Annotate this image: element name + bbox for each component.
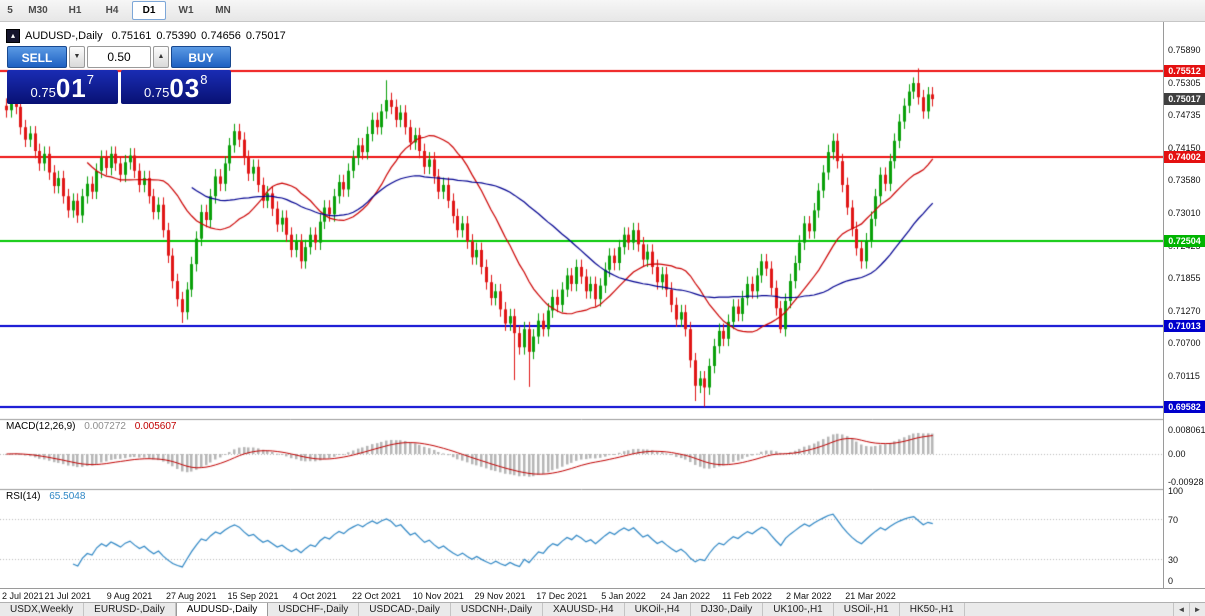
date-axis-label: 11 Feb 2022 [722,591,772,601]
price-axis-tick: 0.75305 [1168,77,1201,88]
tab-usdcnh-daily[interactable]: USDCNH-,Daily [451,603,543,616]
date-axis-label: 4 Oct 2021 [292,591,337,601]
chart-flag-icon: ▴ [6,29,20,43]
timeframe-button-5[interactable]: 5 [7,5,13,16]
one-click-trade-panel: SELL ▼ ▲ BUY 0.75 01 7 0.75 03 8 [7,46,231,104]
date-axis-label: 21 Jul 2021 [44,591,92,601]
ohlc-high: 0.75390 [156,30,197,42]
price-axis-tick: 0.71855 [1168,272,1201,283]
tab-usdx-weekly[interactable]: USDX,Weekly [0,603,85,616]
tab-hk50-h1[interactable]: HK50-,H1 [900,603,965,616]
tab-scroll-right-button[interactable]: ► [1189,603,1205,616]
sell-price-pipette: 7 [86,72,94,87]
price-level-badge: 0.75512 [1164,65,1205,78]
timeframe-toolbar: 5 M30 H1 H4 D1 W1 MN [0,0,1205,22]
buy-price-base: 0.75 [144,85,170,100]
date-axis-label: 5 Jan 2022 [601,591,646,601]
chart-symbol-label: AUDUSD-,Daily [25,30,103,42]
date-axis-label: 24 Jan 2022 [660,591,711,601]
timeframe-button-mn[interactable]: MN [215,5,231,16]
date-axis-label: 27 Aug 2021 [165,591,217,601]
price-chart-canvas[interactable] [0,22,1163,588]
buy-price-display: 0.75 03 8 [120,70,231,104]
tab-usdcad-daily[interactable]: USDCAD-,Daily [359,603,451,616]
tab-eurusd-daily[interactable]: EURUSD-,Daily [84,603,176,616]
buy-button[interactable]: BUY [171,46,231,68]
price-level-badge: 0.74002 [1164,150,1205,163]
ohlc-open: 0.75161 [111,30,152,42]
volume-increase-button[interactable]: ▲ [153,46,169,68]
date-axis-label: 15 Sep 2021 [227,591,279,601]
price-level-badge: 0.69582 [1164,400,1205,413]
rsi-value: 65.5048 [49,491,86,502]
tab-dj30-daily[interactable]: DJ30-,Daily [691,603,764,616]
macd-main-value: 0.007272 [84,421,126,432]
date-axis-label: 10 Nov 2021 [412,591,464,601]
volume-decrease-button[interactable]: ▼ [69,46,85,68]
buy-price-pipette: 8 [200,72,208,87]
sell-button[interactable]: SELL [7,46,67,68]
ohlc-close: 0.75017 [245,30,286,42]
rsi-indicator-label: RSI(14) 65.5048 [6,491,85,502]
price-axis-tick: 0.71270 [1168,306,1201,317]
timeframe-button-w1[interactable]: W1 [178,5,194,16]
date-axis-label: 22 Oct 2021 [351,591,402,601]
rsi-axis-label: 0 [1168,576,1174,586]
tab-scroll-left-button[interactable]: ◄ [1173,603,1189,616]
tab-ukoil-h4[interactable]: UKOil-,H4 [625,603,691,616]
ohlc-low: 0.74656 [201,30,241,42]
current-price-badge: 0.75017 [1164,93,1205,106]
date-axis: 2 Jul 2021 21 Jul 2021 9 Aug 2021 27 Aug 20… [0,588,1205,602]
timeframe-button-h1[interactable]: H1 [68,5,82,16]
price-axis-tick: 0.74735 [1168,110,1201,121]
sell-price-display: 0.75 01 7 [7,70,118,104]
macd-axis-label: -0.00928 [1168,476,1204,487]
date-axis-label: 17 Dec 2021 [536,591,588,601]
date-axis-label: 2 Mar 2022 [785,591,832,601]
symbol-tab-bar: USDX,Weekly EURUSD-,Daily AUDUSD-,Daily USD… [0,602,1205,616]
price-axis-tick: 0.70115 [1168,371,1200,382]
date-axis-label: 2 Jul 2021 [2,591,44,601]
rsi-axis-label: 70 [1168,515,1179,526]
rsi-axis-label: 100 [1168,486,1184,496]
macd-axis-label: 0.00 [1168,449,1186,459]
buy-price-pips: 03 [169,73,201,103]
date-axis-label: 21 Mar 2022 [845,591,896,601]
tab-uk100-h1[interactable]: UK100-,H1 [763,603,834,616]
sell-price-pips: 01 [55,73,87,103]
price-level-badge: 0.72504 [1164,235,1205,248]
date-axis-label: 9 Aug 2021 [106,591,153,601]
tab-usoil-h1[interactable]: USOil-,H1 [834,603,900,616]
timeframe-button-m30[interactable]: M30 [28,5,48,16]
volume-input[interactable] [87,46,151,68]
chart-title: ▴ AUDUSD-,Daily 0.75161 0.75390 0.74656 … [6,29,286,43]
tab-bar-spacer [965,603,1173,616]
price-axis: 0.75890 0.75305 0.74735 0.74150 0.73580 0.730… [1163,22,1205,588]
macd-name: MACD(12,26,9) [6,421,76,432]
price-axis-tick: 0.73580 [1168,175,1201,186]
macd-axis-label: 0.008061 [1168,424,1205,435]
price-level-badge: 0.71013 [1164,319,1205,332]
sell-price-base: 0.75 [30,85,56,100]
price-axis-tick: 0.74150 [1168,143,1201,154]
timeframe-button-h4[interactable]: H4 [105,5,119,16]
macd-signal-value: 0.005607 [134,421,177,432]
macd-indicator-label: MACD(12,26,9) 0.007272 0.005607 [6,421,176,432]
price-axis-tick: 0.73010 [1168,207,1201,218]
rsi-name: RSI(14) [6,491,41,502]
timeframe-button-d1[interactable]: D1 [132,1,166,20]
date-axis-label: 29 Nov 2021 [474,591,526,601]
tab-usdchf-daily[interactable]: USDCHF-,Daily [268,603,360,616]
tab-audusd-daily[interactable]: AUDUSD-,Daily [175,603,269,616]
tab-xauusd-h4[interactable]: XAUUSD-,H4 [543,603,625,616]
rsi-axis-label: 30 [1168,554,1179,565]
price-axis-tick: 0.75890 [1168,44,1201,55]
price-axis-tick: 0.70700 [1168,338,1201,349]
